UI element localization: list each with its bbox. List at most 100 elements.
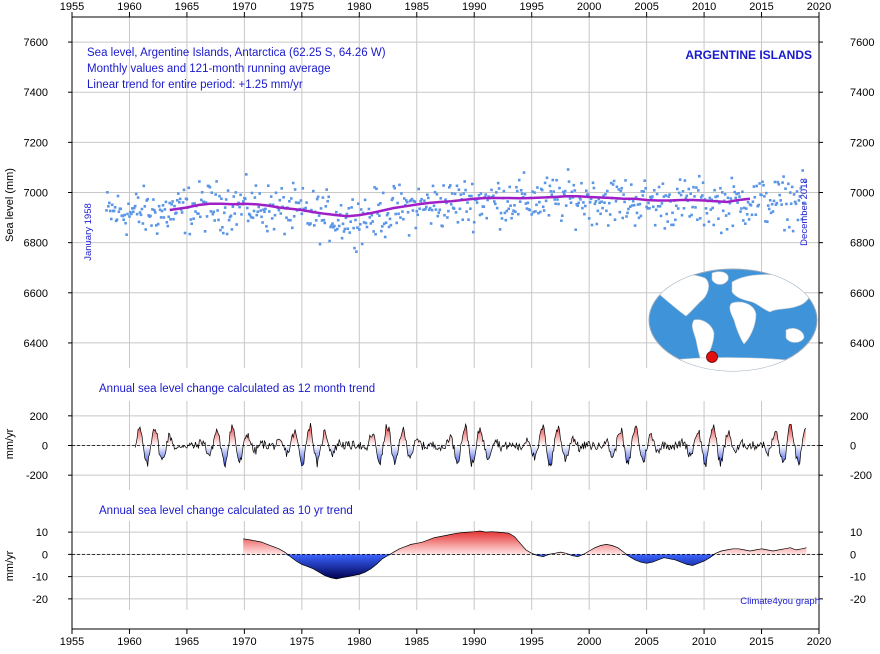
monthly-point: [373, 186, 376, 189]
monthly-point: [749, 204, 753, 207]
monthly-point: [245, 173, 248, 176]
monthly-point: [708, 196, 712, 200]
monthly-point: [467, 218, 470, 221]
monthly-point: [696, 218, 699, 221]
monthly-point: [514, 210, 517, 213]
x-axis-bottom-labels: 1955 1960 1965 1970 1975 1980 1985 1990 1995 2000…: [60, 636, 831, 648]
monthly-point: [626, 211, 629, 215]
monthly-point: [627, 207, 630, 211]
monthly-point: [183, 231, 187, 235]
monthly-point: [416, 213, 419, 217]
monthly-point: [155, 224, 158, 227]
monthly-point: [334, 228, 337, 232]
monthly-point: [328, 239, 331, 243]
monthly-point: [704, 207, 708, 210]
monthly-point: [655, 192, 659, 196]
monthly-point: [240, 213, 243, 216]
monthly-point: [105, 209, 108, 212]
monthly-point: [791, 229, 795, 233]
monthly-point: [430, 208, 434, 212]
y-tick-label: 7200: [24, 137, 48, 149]
monthly-point: [425, 205, 428, 209]
monthly-point: [698, 217, 702, 220]
monthly-points: [105, 168, 807, 253]
monthly-point: [718, 201, 721, 205]
monthly-point: [513, 204, 516, 207]
monthly-point: [172, 217, 175, 221]
monthly-point: [161, 204, 165, 207]
location-marker: [706, 351, 718, 363]
monthly-point: [266, 229, 269, 233]
monthly-point: [606, 189, 609, 193]
monthly-point: [165, 221, 169, 224]
monthly-point: [222, 231, 225, 235]
monthly-point: [737, 192, 740, 195]
monthly-point: [232, 195, 236, 198]
monthly-point: [363, 198, 367, 202]
monthly-point: [350, 206, 353, 209]
monthly-point: [561, 214, 564, 217]
africa-shape: [729, 301, 757, 345]
monthly-point: [420, 197, 423, 201]
monthly-point: [746, 200, 750, 204]
monthly-point: [600, 200, 603, 203]
monthly-point: [522, 171, 526, 174]
monthly-point: [586, 193, 590, 196]
monthly-point: [389, 223, 393, 227]
monthly-point: [502, 189, 506, 193]
monthly-point: [317, 214, 321, 217]
monthly-point: [203, 230, 207, 233]
monthly-point: [566, 168, 570, 171]
monthly-point: [178, 197, 182, 201]
monthly-point: [661, 182, 665, 185]
monthly-point: [680, 213, 684, 217]
monthly-point: [558, 186, 561, 190]
monthly-point: [110, 203, 114, 207]
monthly-point: [380, 229, 383, 233]
monthly-point: [466, 201, 469, 204]
monthly-point: [453, 192, 457, 196]
monthly-point: [225, 232, 229, 236]
monthly-point: [500, 217, 504, 220]
monthly-point: [485, 216, 488, 220]
monthly-point: [278, 198, 282, 202]
monthly-point: [252, 209, 256, 213]
monthly-point: [462, 192, 465, 195]
monthly-point: [478, 213, 482, 217]
monthly-point: [785, 202, 788, 206]
monthly-point: [224, 198, 228, 201]
monthly-point: [512, 209, 515, 212]
monthly-point: [185, 197, 189, 201]
monthly-point: [386, 212, 390, 215]
monthly-point: [213, 219, 216, 222]
monthly-point: [282, 196, 285, 199]
monthly-point: [259, 209, 262, 212]
monthly-point: [221, 226, 224, 229]
monthly-point: [633, 224, 637, 227]
monthly-point: [492, 194, 495, 198]
monthly-point: [441, 224, 444, 228]
monthly-point: [341, 222, 345, 226]
monthly-point: [200, 191, 204, 194]
monthly-point: [479, 192, 483, 195]
monthly-point: [343, 227, 347, 231]
monthly-point: [372, 230, 375, 233]
x-tick-label: 1960: [117, 636, 141, 648]
monthly-point: [138, 211, 142, 214]
monthly-point: [504, 218, 508, 222]
monthly-point: [494, 202, 497, 206]
monthly-point: [523, 192, 527, 196]
monthly-point: [506, 200, 509, 203]
monthly-point: [682, 207, 686, 210]
monthly-point: [692, 185, 695, 189]
monthly-point: [574, 228, 577, 231]
monthly-point: [202, 200, 206, 204]
monthly-point: [498, 228, 502, 231]
monthly-point: [110, 217, 113, 221]
monthly-point: [381, 225, 384, 228]
monthly-point: [612, 179, 616, 183]
monthly-point: [557, 202, 560, 206]
monthly-point: [299, 199, 303, 202]
monthly-point: [766, 204, 770, 207]
